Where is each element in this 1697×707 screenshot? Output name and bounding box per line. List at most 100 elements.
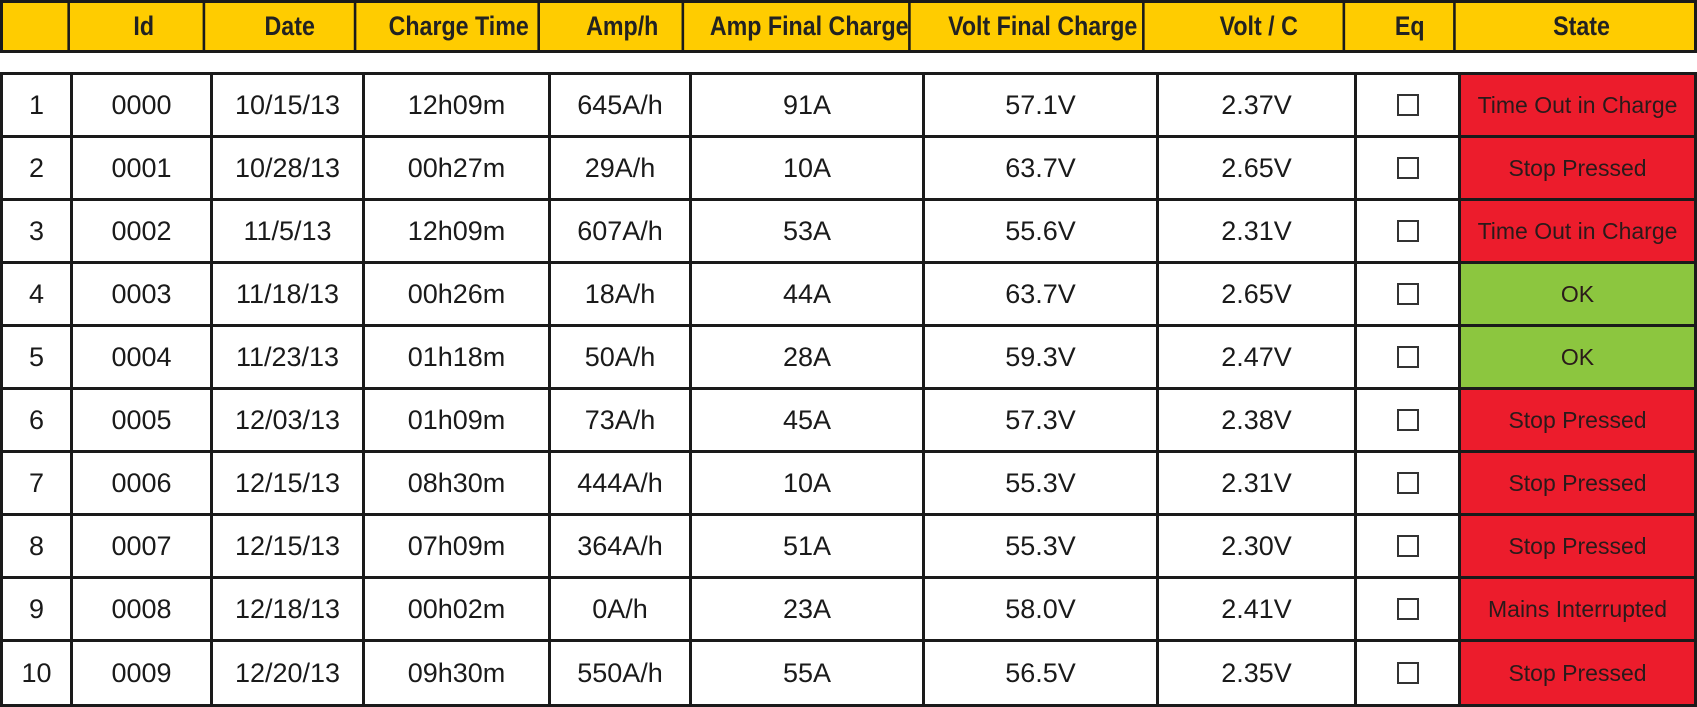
cell-charge-time: 00h26m (365, 264, 551, 324)
cell-id: 0009 (73, 642, 213, 704)
row-index: 10 (3, 642, 73, 704)
cell-charge-time: 00h27m (365, 138, 551, 198)
eq-checkbox[interactable] (1396, 220, 1419, 242)
cell-amp-final-charge: 10A (692, 453, 925, 513)
cell-amp-final-charge: 53A (692, 201, 925, 261)
cell-eq (1357, 516, 1461, 576)
row-index: 1 (3, 75, 73, 135)
eq-checkbox[interactable] (1396, 472, 1419, 494)
cell-id: 0004 (73, 327, 213, 387)
status-badge: Stop Pressed (1461, 138, 1694, 198)
cell-eq (1357, 327, 1461, 387)
cell-date: 11/18/13 (213, 264, 365, 324)
cell-volt-final-charge: 55.3V (925, 516, 1159, 576)
cell-date: 12/18/13 (213, 579, 365, 639)
cell-eq (1357, 138, 1461, 198)
row-index: 8 (3, 516, 73, 576)
header-state: State (1553, 11, 1610, 41)
row-index: 3 (3, 201, 73, 261)
cell-volt-per-cell: 2.31V (1159, 201, 1357, 261)
status-badge: Time Out in Charge (1461, 201, 1694, 261)
cell-amp-final-charge: 10A (692, 138, 925, 198)
cell-charge-time: 12h09m (365, 201, 551, 261)
row-index: 7 (3, 453, 73, 513)
status-badge: Time Out in Charge (1461, 75, 1694, 135)
cell-date: 12/15/13 (213, 516, 365, 576)
table-row: 8 0007 12/15/13 07h09m 364A/h 51A 55.3V 2.30V St… (3, 516, 1694, 579)
cell-amp-final-charge: 28A (692, 327, 925, 387)
table-row: 1 0000 10/15/13 12h09m 645A/h 91A 57.1V 2.37V Ti… (3, 75, 1694, 138)
eq-checkbox[interactable] (1396, 598, 1419, 620)
row-index: 6 (3, 390, 73, 450)
cell-amph: 29A/h (551, 138, 692, 198)
eq-checkbox[interactable] (1396, 283, 1419, 305)
row-index: 2 (3, 138, 73, 198)
cell-date: 12/20/13 (213, 642, 365, 704)
cell-amp-final-charge: 45A (692, 390, 925, 450)
cell-id: 0003 (73, 264, 213, 324)
cell-charge-time: 12h09m (365, 75, 551, 135)
eq-checkbox[interactable] (1396, 535, 1419, 557)
cell-volt-final-charge: 57.1V (925, 75, 1159, 135)
cell-amph: 0A/h (551, 579, 692, 639)
cell-id: 0001 (73, 138, 213, 198)
eq-checkbox[interactable] (1396, 409, 1419, 431)
cell-id: 0008 (73, 579, 213, 639)
eq-checkbox[interactable] (1396, 662, 1419, 684)
cell-date: 12/03/13 (213, 390, 365, 450)
status-badge: Stop Pressed (1461, 390, 1694, 450)
cell-charge-time: 07h09m (365, 516, 551, 576)
cell-id: 0006 (73, 453, 213, 513)
cell-volt-final-charge: 57.3V (925, 390, 1159, 450)
table-row: 2 0001 10/28/13 00h27m 29A/h 10A 63.7V 2.65V Sto… (3, 138, 1694, 201)
cell-id: 0000 (73, 75, 213, 135)
header-eq: Eq (1366, 3, 1456, 50)
cell-amph: 550A/h (551, 642, 692, 704)
cell-amp-final-charge: 51A (692, 516, 925, 576)
status-badge: Stop Pressed (1461, 453, 1694, 513)
table-row: 3 0002 11/5/13 12h09m 607A/h 53A 55.6V 2.31V Tim… (3, 201, 1694, 264)
table-row: 5 0004 11/23/13 01h18m 50A/h 28A 59.3V 2.47V OK (3, 327, 1694, 390)
cell-eq (1357, 75, 1461, 135)
cell-volt-per-cell: 2.35V (1159, 642, 1357, 704)
header-date: Date (226, 3, 357, 50)
cell-amph: 18A/h (551, 264, 692, 324)
cell-volt-per-cell: 2.37V (1159, 75, 1357, 135)
row-index: 5 (3, 327, 73, 387)
cell-amph: 607A/h (551, 201, 692, 261)
cell-charge-time: 00h02m (365, 579, 551, 639)
cell-amp-final-charge: 55A (692, 642, 925, 704)
cell-id: 0007 (73, 516, 213, 576)
status-badge: Stop Pressed (1461, 642, 1694, 704)
cell-date: 11/5/13 (213, 201, 365, 261)
cell-charge-time: 01h09m (365, 390, 551, 450)
header-amp-final-charge: Amp Final Charge (710, 3, 911, 50)
cell-volt-final-charge: 58.0V (925, 579, 1159, 639)
eq-checkbox[interactable] (1396, 157, 1419, 179)
cell-eq (1357, 579, 1461, 639)
cell-volt-per-cell: 2.65V (1159, 138, 1357, 198)
eq-checkbox[interactable] (1396, 346, 1419, 368)
cell-volt-final-charge: 59.3V (925, 327, 1159, 387)
header-id: Id (85, 3, 206, 50)
cell-volt-final-charge: 55.6V (925, 201, 1159, 261)
cell-eq (1357, 453, 1461, 513)
cell-volt-per-cell: 2.30V (1159, 516, 1357, 576)
status-badge: OK (1461, 327, 1694, 387)
cell-date: 12/15/13 (213, 453, 365, 513)
cell-id: 0005 (73, 390, 213, 450)
eq-checkbox[interactable] (1396, 94, 1419, 116)
cell-eq (1357, 390, 1461, 450)
header-charge-time: Charge Time (380, 3, 540, 50)
header-amph: Amp/h (563, 3, 685, 50)
cell-amph: 645A/h (551, 75, 692, 135)
cell-volt-per-cell: 2.38V (1159, 390, 1357, 450)
cell-charge-time: 09h30m (365, 642, 551, 704)
cell-amph: 364A/h (551, 516, 692, 576)
cell-volt-final-charge: 63.7V (925, 138, 1159, 198)
cell-charge-time: 01h18m (365, 327, 551, 387)
cell-date: 10/28/13 (213, 138, 365, 198)
cell-charge-time: 08h30m (365, 453, 551, 513)
table-row: 6 0005 12/03/13 01h09m 73A/h 45A 57.3V 2.38V Sto… (3, 390, 1694, 453)
status-badge: Mains Interrupted (1461, 579, 1694, 639)
